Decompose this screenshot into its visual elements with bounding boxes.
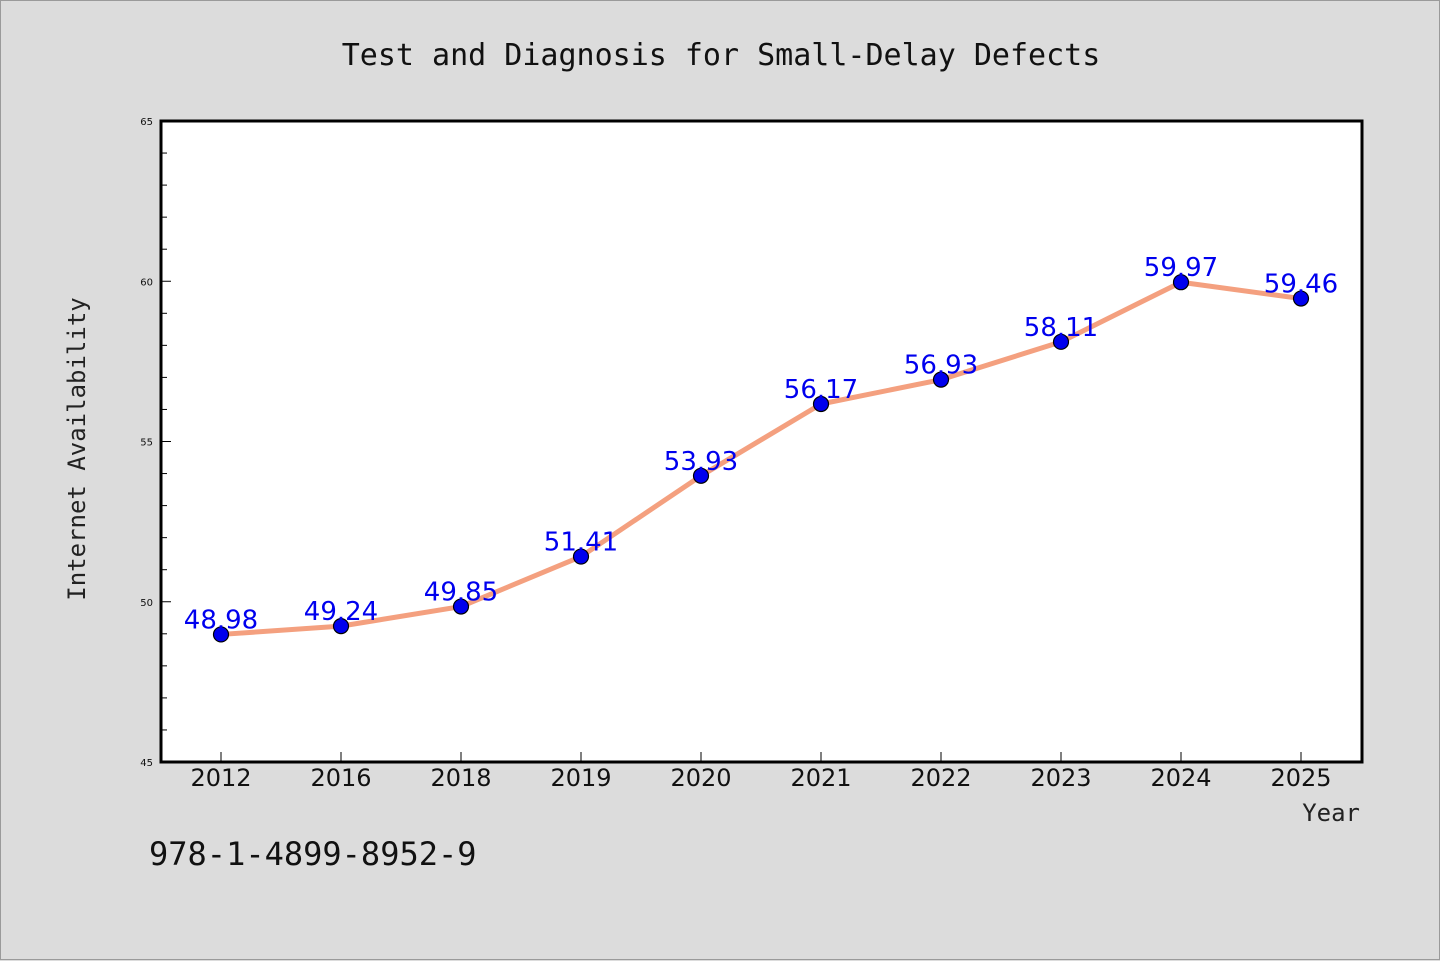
y-axis-label: Internet Availability: [63, 297, 91, 600]
data-point-marker: [572, 548, 590, 565]
data-label: 58.11: [1024, 313, 1098, 343]
x-tick-label: 2019: [550, 764, 611, 792]
y-tick-label: 55: [140, 438, 153, 449]
isbn-text: 978-1-4899-8952-9: [149, 835, 477, 873]
data-point-marker: [332, 618, 350, 635]
x-tick-label: 2025: [1270, 764, 1331, 792]
x-tick-label: 2021: [790, 764, 851, 792]
x-axis-label: Year: [1302, 799, 1360, 827]
series-line: [218, 279, 1304, 637]
x-tick-label: 2023: [1030, 764, 1091, 792]
data-point-marker: [1292, 290, 1310, 307]
data-point-marker: [212, 626, 230, 643]
y-axis-ticks: 45 50 55 60 65: [140, 117, 171, 769]
y-tick-label: 45: [140, 758, 153, 769]
x-tick-label: 2024: [1150, 764, 1211, 792]
x-tick-label: 2018: [430, 764, 491, 792]
chart-title: Test and Diagnosis for Small-Delay Defec…: [342, 38, 1101, 73]
data-label: 59.97: [1144, 253, 1218, 283]
data-label: 49.24: [304, 597, 378, 627]
x-tick-label: 2020: [670, 764, 731, 792]
data-label: 49.85: [424, 578, 498, 608]
y-tick-label: 65: [140, 117, 153, 128]
data-point-marker: [932, 371, 950, 388]
data-point-marker: [692, 467, 710, 484]
data-label: 56.93: [904, 351, 978, 381]
data-label: 59.46: [1264, 270, 1338, 300]
x-axis-ticks: 2012 2016 2018 2019 2020 2021 2022 2023 2024 2025: [190, 752, 1332, 792]
series-group: 48.98 49.24 49.85 51.41 53.93 56.17 56.93 58.11…: [184, 253, 1338, 643]
y-tick-label: 50: [140, 598, 153, 609]
y-tick-label: 60: [140, 277, 153, 288]
data-point-marker: [812, 395, 830, 413]
data-label: 53.93: [664, 447, 738, 477]
data-label: 48.98: [184, 605, 258, 635]
x-tick-label: 2012: [190, 764, 251, 792]
data-point-marker: [1172, 274, 1190, 291]
data-point-marker: [452, 598, 470, 615]
data-label: 51.41: [544, 528, 618, 558]
x-tick-label: 2016: [310, 764, 371, 792]
data-point-marker: [1052, 333, 1070, 350]
x-tick-label: 2022: [910, 764, 971, 792]
data-label: 56.17: [784, 375, 858, 405]
